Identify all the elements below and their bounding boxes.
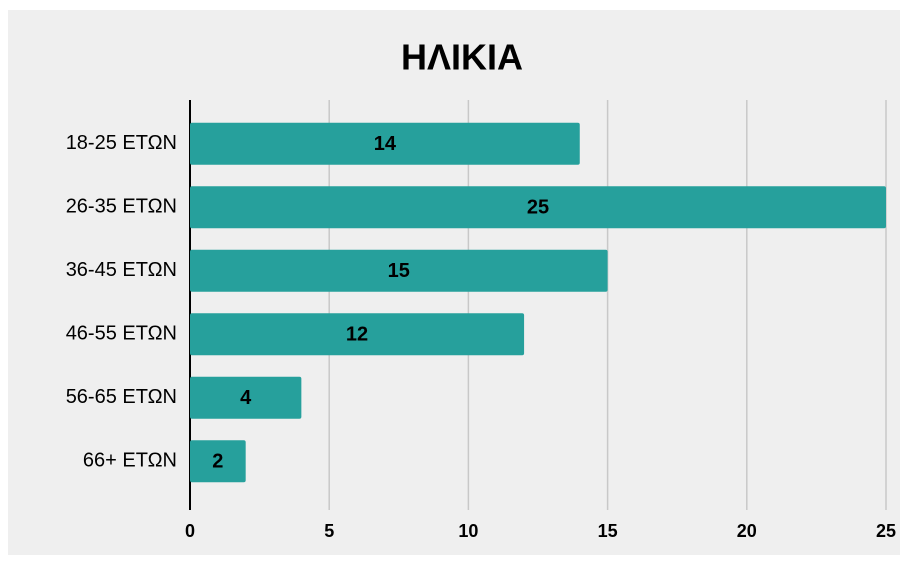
y-tick-label: 18-25 ΕΤΩΝ xyxy=(66,132,177,154)
bar xyxy=(190,186,886,229)
bar xyxy=(190,440,246,483)
bar xyxy=(190,249,608,292)
x-tick-label: 25 xyxy=(876,521,896,541)
y-tick-label: 36-45 ΕΤΩΝ xyxy=(66,259,177,281)
x-tick-label: 15 xyxy=(598,521,618,541)
data-label: 14 xyxy=(374,133,397,155)
data-label: 4 xyxy=(240,387,252,409)
x-tick-label: 5 xyxy=(324,521,334,541)
y-tick-label: 46-55 ΕΤΩΝ xyxy=(66,323,177,345)
x-tick-label: 20 xyxy=(737,521,757,541)
data-label: 15 xyxy=(388,260,410,282)
bar xyxy=(190,313,525,356)
bar xyxy=(190,122,580,165)
data-label: 12 xyxy=(346,324,368,346)
bar xyxy=(190,376,302,419)
y-tick-label: 26-35 ΕΤΩΝ xyxy=(66,196,177,218)
data-label: 2 xyxy=(212,451,223,473)
x-tick-label: 10 xyxy=(458,521,478,541)
x-tick-label: 0 xyxy=(185,521,195,541)
data-label: 25 xyxy=(527,197,549,219)
y-tick-label: 66+ ΕΤΩΝ xyxy=(83,450,177,472)
chart-title: ΗΛΙΚΙΑ xyxy=(401,37,523,78)
y-tick-label: 56-65 ΕΤΩΝ xyxy=(66,386,177,408)
